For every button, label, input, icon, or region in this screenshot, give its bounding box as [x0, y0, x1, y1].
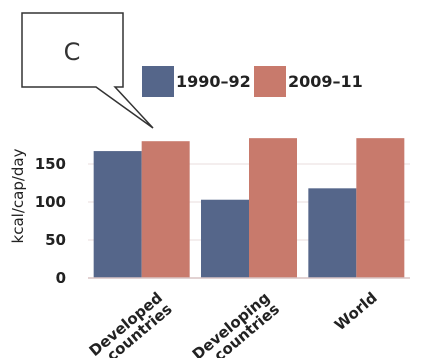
y-axis-ticks: 0 50 100 150: [35, 155, 66, 287]
legend-label: 2009–11: [288, 72, 363, 91]
bar-series1: [201, 199, 249, 278]
y-tick-label: 50: [45, 231, 66, 249]
bar-series2: [356, 138, 405, 278]
callout: C: [21, 12, 154, 129]
bar-series2: [141, 141, 190, 278]
x-category-label: World: [331, 288, 381, 334]
bars: [88, 138, 410, 279]
callout-label: C: [64, 38, 81, 66]
y-tick-label: 100: [35, 193, 66, 211]
x-category-label: Developingcountries: [189, 288, 283, 358]
legend-swatch: [142, 66, 174, 97]
bar-series2: [249, 138, 297, 278]
x-axis-labels: Developedcountries Developingcountries Wor…: [86, 288, 381, 358]
y-axis-title: kcal/cap/day: [9, 148, 27, 243]
callout-box: [21, 12, 154, 129]
bar-series1: [93, 151, 142, 278]
y-tick-label: 150: [35, 155, 66, 173]
legend-swatch: [254, 66, 286, 97]
x-category-label-line: World: [331, 288, 381, 334]
legend: 1990–92 2009–11: [142, 66, 363, 97]
x-category-label: Developedcountries: [86, 288, 176, 358]
bar-series1: [308, 188, 357, 278]
legend-label: 1990–92: [176, 72, 251, 91]
y-tick-label: 0: [56, 269, 66, 287]
